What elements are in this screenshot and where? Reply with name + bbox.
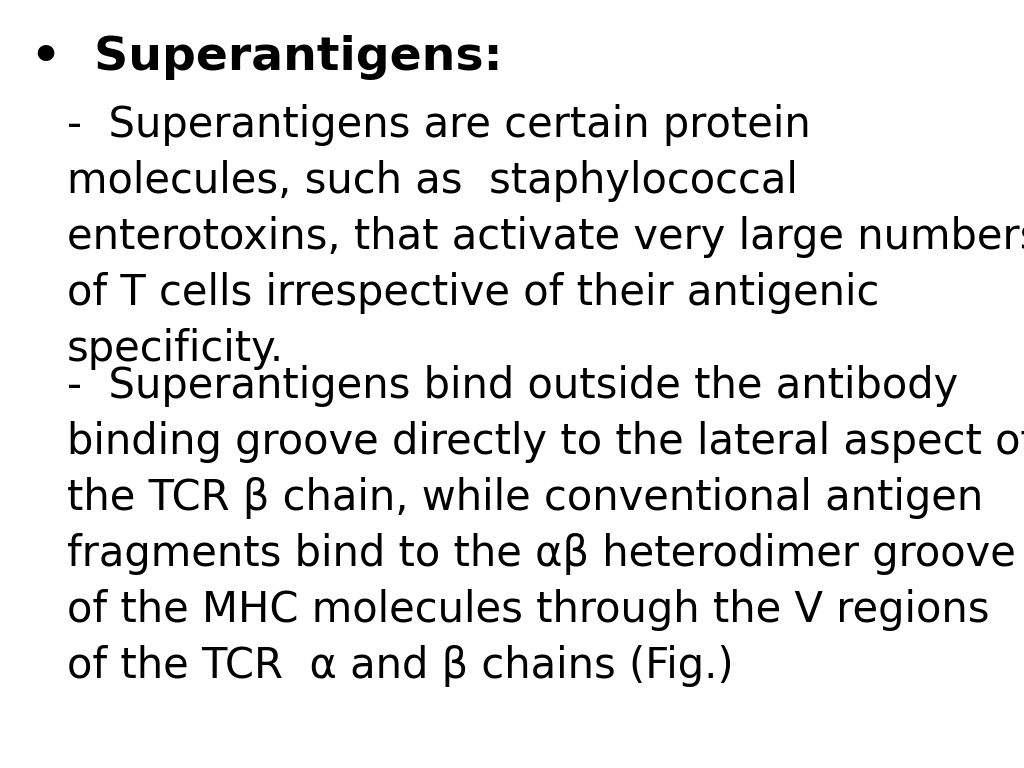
- Text: the TCR β chain, while conventional antigen: the TCR β chain, while conventional anti…: [67, 477, 983, 519]
- Text: binding groove directly to the lateral aspect of: binding groove directly to the lateral a…: [67, 421, 1024, 463]
- Text: fragments bind to the αβ heterodimer groove: fragments bind to the αβ heterodimer gro…: [67, 533, 1016, 575]
- Text: of T cells irrespective of their antigenic: of T cells irrespective of their antigen…: [67, 272, 879, 314]
- Text: of the TCR  α and β chains (Fig.): of the TCR α and β chains (Fig.): [67, 645, 733, 687]
- Text: -  Superantigens bind outside the antibody: - Superantigens bind outside the antibod…: [67, 365, 957, 407]
- Text: of the MHC molecules through the V regions: of the MHC molecules through the V regio…: [67, 589, 989, 631]
- Text: -  Superantigens are certain protein: - Superantigens are certain protein: [67, 104, 810, 146]
- Text: molecules, such as  staphylococcal: molecules, such as staphylococcal: [67, 160, 798, 202]
- Text: enterotoxins, that activate very large numbers: enterotoxins, that activate very large n…: [67, 216, 1024, 258]
- Text: •  Superantigens:: • Superantigens:: [31, 35, 502, 80]
- Text: specificity.: specificity.: [67, 328, 284, 370]
